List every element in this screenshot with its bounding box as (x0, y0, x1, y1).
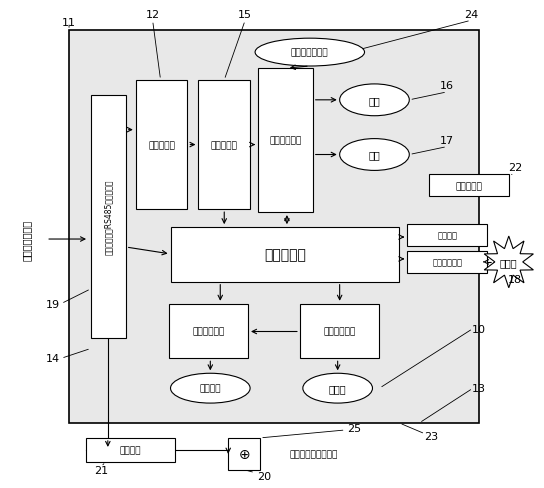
Text: 喚话器: 喚话器 (329, 384, 347, 393)
Text: 单片机系统: 单片机系统 (264, 248, 306, 262)
FancyBboxPatch shape (199, 81, 250, 210)
Text: 16: 16 (440, 81, 454, 91)
Text: 警笛: 警笛 (369, 96, 380, 105)
Text: 突发按鈕（地震等）: 突发按鈕（地震等） (290, 449, 338, 458)
Text: 至楼道预警分机: 至楼道预警分机 (21, 219, 31, 260)
Text: 接口电路（含RS485通讯模块）: 接口电路（含RS485通讯模块） (104, 180, 113, 255)
Ellipse shape (170, 373, 250, 403)
Text: 19: 19 (46, 299, 60, 309)
Text: 12: 12 (146, 10, 160, 20)
Text: 13: 13 (472, 384, 486, 393)
Text: 监视屏幕: 监视屏幕 (120, 446, 141, 454)
FancyBboxPatch shape (228, 438, 260, 470)
FancyBboxPatch shape (429, 175, 509, 197)
FancyBboxPatch shape (170, 227, 399, 282)
Text: 电话报警模块: 电话报警模块 (269, 136, 301, 145)
Polygon shape (484, 237, 533, 288)
Text: 24: 24 (464, 10, 478, 20)
FancyBboxPatch shape (407, 251, 487, 273)
Text: 警灯: 警灯 (369, 150, 380, 160)
FancyBboxPatch shape (86, 438, 176, 462)
FancyBboxPatch shape (258, 69, 313, 213)
FancyBboxPatch shape (91, 96, 126, 339)
Text: 音频放大电路: 音频放大电路 (192, 327, 225, 336)
Text: 互联网: 互联网 (500, 257, 517, 267)
Text: 15: 15 (238, 10, 252, 20)
FancyBboxPatch shape (300, 304, 380, 359)
Text: ⊕: ⊕ (238, 447, 250, 461)
Text: 14: 14 (46, 354, 60, 364)
Text: 23: 23 (424, 431, 438, 441)
Text: 18: 18 (508, 274, 522, 284)
Ellipse shape (255, 39, 364, 67)
Ellipse shape (303, 373, 373, 403)
Text: 17: 17 (440, 135, 454, 145)
Text: 编程接口: 编程接口 (437, 231, 457, 240)
Text: 22: 22 (508, 163, 522, 173)
Text: 11: 11 (62, 18, 76, 28)
Text: 视频分析器: 视频分析器 (211, 141, 238, 150)
Text: 25: 25 (348, 423, 362, 433)
Text: 手机客户端: 手机客户端 (455, 182, 483, 190)
Text: 21: 21 (94, 465, 108, 475)
Text: 监听喇叭: 监听喇叭 (200, 384, 221, 393)
FancyBboxPatch shape (69, 31, 479, 423)
Text: 20: 20 (257, 471, 271, 481)
Text: 视频解码器: 视频解码器 (148, 141, 175, 150)
Text: 网络通信模块: 网络通信模块 (432, 258, 462, 267)
FancyBboxPatch shape (169, 304, 248, 359)
Ellipse shape (339, 85, 409, 117)
Ellipse shape (339, 139, 409, 171)
FancyBboxPatch shape (407, 224, 487, 246)
Text: 楼层踩蹏指示灯: 楼层踩蹏指示灯 (291, 48, 329, 58)
Text: 10: 10 (472, 324, 486, 334)
Text: 话筒放大电路: 话筒放大电路 (324, 327, 356, 336)
FancyBboxPatch shape (135, 81, 188, 210)
